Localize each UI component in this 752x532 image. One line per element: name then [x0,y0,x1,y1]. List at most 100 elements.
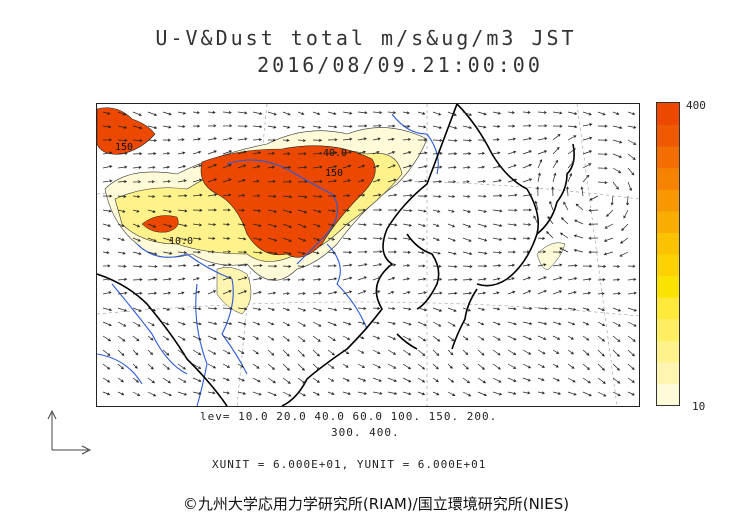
wind-arrow [597,264,607,268]
wind-arrow [387,321,397,325]
wind-arrow [567,377,576,383]
wind-arrow [507,164,517,169]
wind-arrow [312,321,322,327]
wind-arrow [267,377,276,384]
wind-arrow [402,209,413,213]
wind-arrow [492,291,500,295]
wind-arrow [297,278,306,282]
wind-arrow [177,363,186,370]
wind-arrow [567,173,573,183]
wind-arrow [597,152,608,156]
wind-arrow [567,307,577,311]
wind-arrow [237,276,248,281]
wind-arrow [477,277,487,281]
wind-arrow [492,349,501,356]
wind-arrow [432,377,439,383]
wind-arrow [162,179,171,183]
wind-arrow [192,277,200,281]
wind-arrow [432,307,443,312]
wind-arrow [432,251,441,255]
wind-arrow [417,349,426,356]
wind-arrow [102,209,112,213]
wind-arrow [297,321,306,327]
wind-arrow [162,237,173,242]
reference-vector-icon [47,409,92,455]
wind-arrow [432,264,442,268]
wind-arrow [312,165,323,169]
wind-arrow [237,237,247,241]
wind-arrow [447,363,453,369]
wind-arrow [573,234,584,239]
wind-arrow [297,180,308,184]
wind-arrow [597,124,608,128]
wind-arrow [177,209,188,213]
wind-arrow [387,193,398,197]
wind-arrow [432,363,439,370]
wind-arrow [357,124,368,128]
wind-arrow [417,363,426,370]
wind-arrow [312,111,321,116]
wind-arrow [477,237,488,242]
wind-arrow [627,349,635,357]
wind-arrow [417,321,427,327]
wind-arrow [117,377,124,383]
wind-arrow [327,165,338,169]
wind-arrow [387,363,397,369]
wind-arrow [252,251,263,255]
wind-arrow [537,321,548,326]
wind-arrow [477,349,485,356]
wind-arrow [432,321,442,327]
wind-arrow [507,208,518,212]
wind-arrow [297,363,305,371]
wind-arrow [477,363,485,370]
wind-arrow [207,178,218,183]
colorbar-band [657,340,679,363]
wind-arrow [177,111,187,115]
wind-arrow [252,277,263,281]
wind-arrow [567,290,577,295]
wind-arrow [574,219,584,225]
wind-arrow [462,251,473,256]
colorbar-band [657,318,679,341]
wind-arrow [252,391,262,396]
wind-arrow [102,237,111,241]
wind-arrow [222,391,230,395]
wind-arrow [597,166,608,170]
wind-arrow [177,237,188,241]
wind-arrow [447,377,455,383]
wind-arrow [537,137,548,141]
wind-arrow [282,391,292,397]
wind-arrow [342,290,353,295]
colorbar-band [657,254,679,277]
wind-arrow [537,363,546,368]
wind-arrow [282,209,293,214]
wind-arrow [267,165,276,169]
wind-arrow [372,137,381,141]
wind-arrow [627,167,635,176]
wind-arrow [477,165,486,169]
wind-arrow [432,349,440,357]
wind-arrow [237,290,248,295]
wind-arrow [267,125,277,129]
wind-arrow [462,391,472,397]
wind-arrow [177,251,188,255]
vector-units: XUNIT = 6.000E+01, YUNIT = 6.000E+01 [212,458,487,471]
wind-arrow [552,290,563,295]
wind-arrow [507,321,517,326]
wind-arrow [342,391,351,395]
wind-arrow [462,265,473,269]
wind-arrow [387,223,398,227]
wind-arrow [207,110,216,114]
wind-arrow [162,209,173,213]
wind-arrow [222,289,232,295]
wind-arrow [162,277,172,281]
wind-arrow [522,163,532,169]
wind-arrow [192,290,201,295]
wind-arrow [387,277,396,281]
wind-arrow [387,263,397,267]
wind-arrow [582,264,593,268]
wind-arrow [462,377,471,384]
wind-arrow [477,291,487,295]
wind-arrow [612,363,620,371]
wind-arrow [462,349,469,356]
